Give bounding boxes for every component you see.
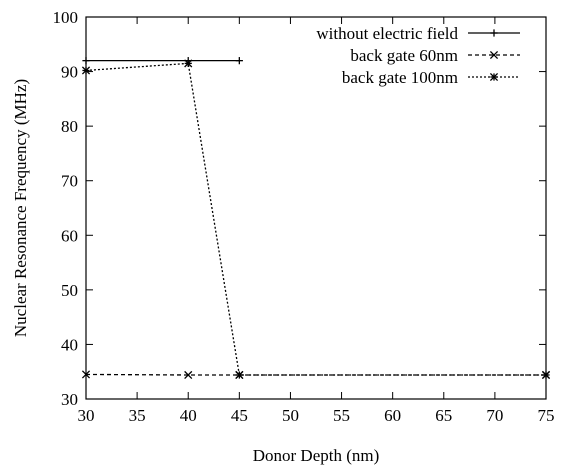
legend-label: back gate 100nm	[342, 68, 458, 87]
y-axis-title: Nuclear Resonance Frequency (MHz)	[11, 79, 30, 337]
x-tick-label: 40	[180, 406, 197, 425]
y-tick-label: 100	[53, 8, 79, 27]
series-layer	[81, 57, 551, 380]
legend-label: without electric field	[316, 24, 458, 43]
data-point-2	[235, 370, 244, 380]
x-tick-label: 70	[486, 406, 503, 425]
y-tick-label: 50	[61, 281, 78, 300]
x-axis-title: Donor Depth (nm)	[253, 446, 380, 465]
series-line-2	[85, 62, 546, 376]
plot-frame	[85, 16, 547, 400]
legend-marker	[490, 29, 498, 37]
y-tick-label: 40	[61, 335, 78, 354]
y-tick-label: 30	[61, 390, 78, 409]
x-tick-label: 30	[78, 406, 95, 425]
x-tick-label: 55	[333, 406, 350, 425]
x-tick-label: 75	[538, 406, 555, 425]
data-point-0	[235, 57, 243, 65]
series-line-1	[85, 373, 546, 376]
legend-marker	[489, 72, 499, 82]
x-tick-label: 45	[231, 406, 248, 425]
x-tick-label: 65	[435, 406, 452, 425]
x-tick-label: 60	[384, 406, 401, 425]
data-point-1	[184, 370, 193, 380]
ticks-layer: 30 35 40 45 50 55 60 65 70 75 30 40 50 60 70 80 90 100	[53, 8, 555, 425]
x-tick-label: 35	[129, 406, 146, 425]
legend-marker	[489, 50, 499, 60]
x-tick-label: 50	[282, 406, 299, 425]
y-tick-label: 60	[61, 226, 78, 245]
data-point-2	[184, 59, 193, 68]
y-tick-label: 80	[61, 117, 78, 136]
y-tick-label: 70	[61, 172, 78, 191]
legend: without electric field back gate 60nm back…	[316, 24, 520, 87]
legend-label: back gate 60nm	[350, 46, 458, 65]
y-tick-label: 90	[61, 63, 78, 82]
